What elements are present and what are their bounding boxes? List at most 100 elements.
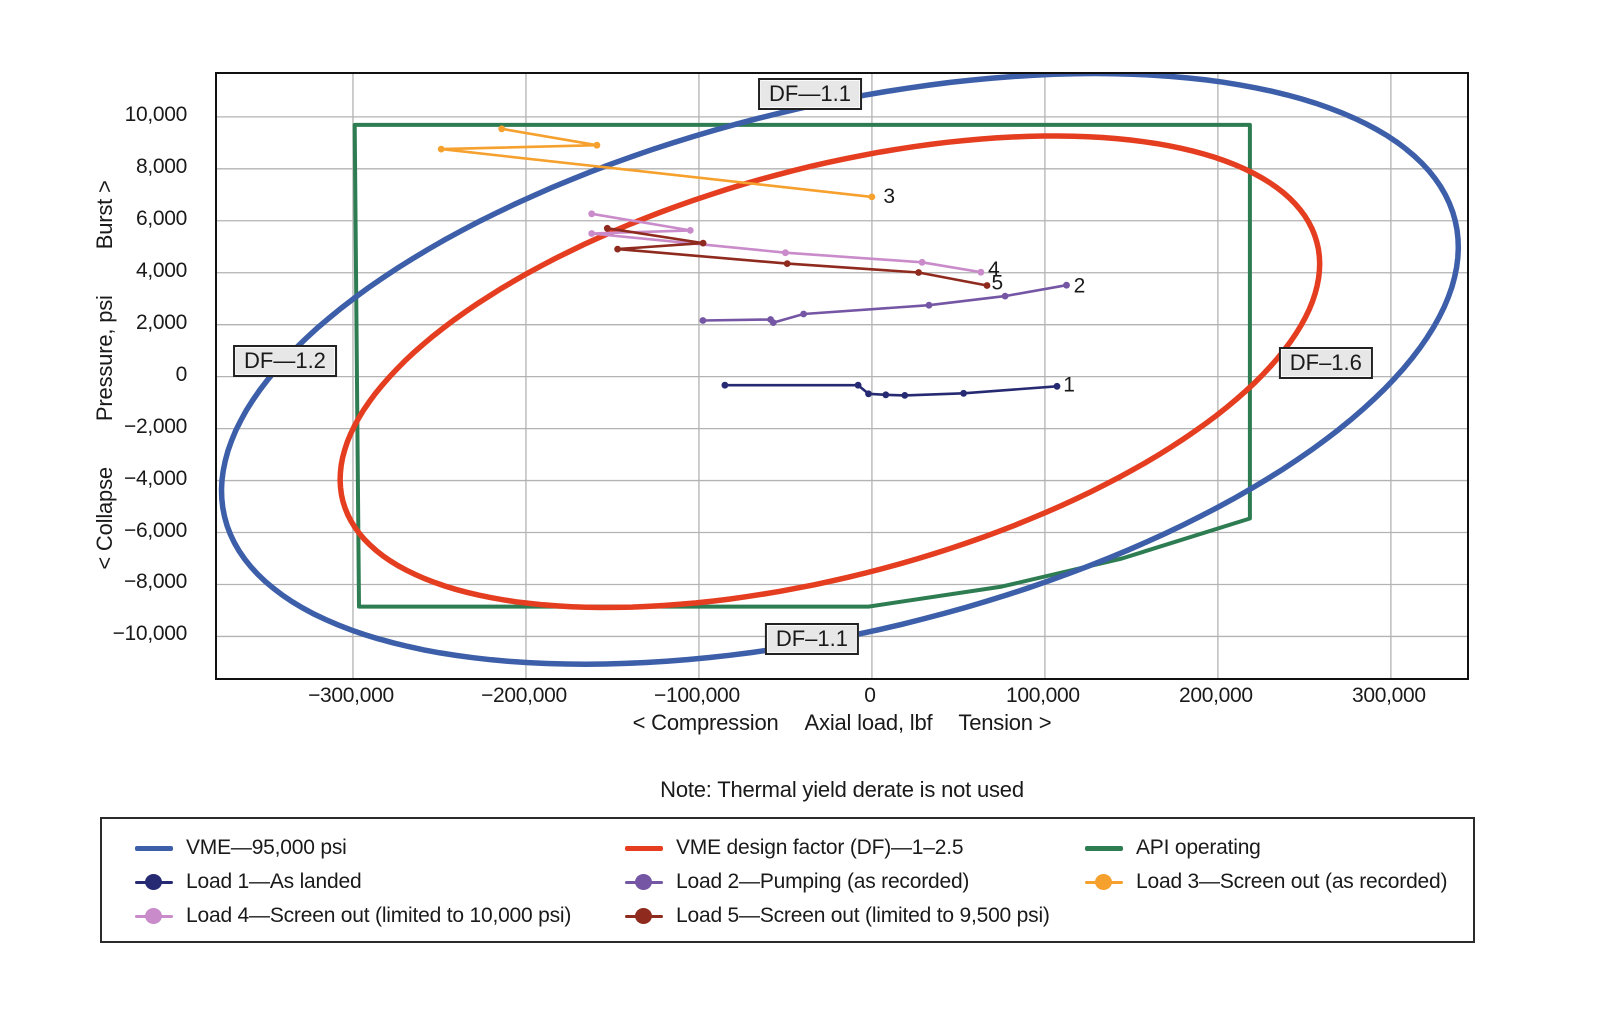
load-marker-2 — [925, 301, 933, 309]
load-marker-4 — [918, 258, 926, 266]
load-marker-5 — [699, 239, 707, 247]
x-title-tension: Tension > — [958, 710, 1052, 735]
load-marker-4 — [782, 249, 789, 257]
legend-label: Load 2—Pumping (as recorded) — [676, 870, 970, 893]
load-marker-2 — [1001, 292, 1009, 300]
load-line-3 — [439, 127, 873, 199]
load-marker-1 — [865, 390, 872, 398]
legend-marker-swatch-icon — [625, 907, 663, 925]
envelope-vme-ellipse — [218, 74, 1462, 667]
y-tick-label: 6,000 — [135, 206, 187, 230]
y-tick-label: −2,000 — [123, 414, 187, 438]
y-tick-label: −8,000 — [123, 570, 187, 594]
load-marker-5 — [783, 260, 791, 267]
y-title-pressure: Pressure, psi — [92, 295, 117, 422]
legend-marker-swatch-icon — [1085, 873, 1123, 891]
load-line-2 — [702, 283, 1067, 324]
x-title-compression: < Compression — [632, 710, 779, 735]
load-marker-3 — [437, 145, 445, 153]
y-axis-title: < Collapse Pressure, psi Burst > — [90, 65, 120, 685]
x-tick-label: 100,000 — [1006, 684, 1080, 707]
legend-label: Load 5—Screen out (limited to 9,500 psi) — [676, 904, 1050, 927]
load-marker-3 — [498, 125, 506, 133]
y-tick-label: −6,000 — [123, 518, 187, 542]
y-tick-label: −10,000 — [112, 622, 188, 646]
x-tick-label: 200,000 — [1178, 684, 1253, 707]
x-tick-label: −100,000 — [654, 684, 740, 707]
load-line-1 — [724, 383, 1058, 397]
y-title-collapse: < Collapse — [92, 467, 117, 570]
legend-item: Load 3—Screen out (as recorded) — [1085, 865, 1473, 899]
legend-item: Load 2—Pumping (as recorded) — [625, 865, 1085, 899]
load-marker-2 — [699, 317, 707, 324]
legend-label: Load 1—As landed — [186, 870, 362, 893]
df-annotation: DF–1.6 — [1278, 346, 1373, 379]
legend-marker-swatch-icon — [135, 907, 173, 925]
load-end-label-1: 1 — [1063, 373, 1075, 396]
y-tick-label: 2,000 — [135, 310, 187, 334]
legend-marker-swatch-icon — [135, 873, 173, 891]
df-annotation: DF–1.1 — [764, 622, 859, 655]
df-annotation: DF—1.2 — [233, 344, 337, 377]
load-marker-4 — [977, 268, 985, 276]
legend-item: VME—95,000 psi — [135, 831, 625, 865]
y-tick-label: 8,000 — [135, 154, 187, 178]
legend-line-swatch-icon — [1085, 839, 1123, 857]
load-end-label-4: 4 — [988, 258, 1000, 281]
load-marker-4 — [686, 227, 694, 234]
legend-label: VME—95,000 psi — [186, 836, 347, 859]
load-marker-1 — [960, 389, 967, 397]
load-marker-5 — [614, 245, 621, 253]
x-tick-label: 0 — [864, 684, 876, 707]
legend-label: Load 3—Screen out (as recorded) — [1136, 870, 1448, 893]
load-marker-3 — [868, 193, 876, 201]
legend-item: Load 5—Screen out (limited to 9,500 psi) — [625, 899, 1085, 933]
x-tick-label: −200,000 — [481, 684, 567, 707]
load-marker-1 — [721, 381, 729, 389]
legend-item: VME design factor (DF)—1–2.5 — [625, 831, 1085, 865]
x-tick-label: −300,000 — [308, 684, 394, 707]
legend-line-swatch-icon — [135, 839, 173, 857]
envelope-api-operating — [352, 122, 1252, 609]
note-text: Note: Thermal yield derate is not used — [660, 777, 1024, 802]
x-axis-title: < Compression Axial load, lbf Tension > — [215, 710, 1469, 736]
load-line-5 — [607, 227, 988, 287]
y-tick-label: −4,000 — [123, 466, 187, 490]
legend-item: Load 1—As landed — [135, 865, 625, 899]
load-marker-5 — [915, 269, 922, 276]
legend-item: API operating — [1085, 831, 1473, 865]
legend-line-swatch-icon — [625, 839, 663, 857]
y-axis-ticks: 10,000 8,000 6,000 4,000 2,000 0 −2,000 −4,000 −… — [0, 72, 201, 680]
load-marker-2 — [769, 319, 777, 326]
load-end-label-5: 5 — [991, 272, 1003, 295]
load-marker-5 — [983, 282, 991, 289]
load-marker-1 — [1053, 382, 1061, 390]
y-title-burst: Burst > — [92, 180, 117, 250]
load-marker-2 — [1063, 281, 1070, 289]
load-marker-4 — [588, 230, 596, 237]
load-marker-4 — [588, 210, 596, 218]
load-marker-3 — [593, 141, 601, 149]
load-marker-1 — [854, 381, 862, 389]
legend: VME—95,000 psi VME design factor (DF)—1–2… — [100, 817, 1475, 943]
envelope-vme-design-factor-ellipse — [337, 133, 1323, 611]
legend-label: Load 4—Screen out (limited to 10,000 psi… — [186, 904, 572, 927]
legend-label: VME design factor (DF)—1–2.5 — [676, 836, 964, 859]
load-marker-1 — [901, 392, 909, 399]
load-marker-1 — [882, 391, 890, 399]
load-end-label-3: 3 — [883, 185, 895, 208]
df-annotation: DF—1.1 — [758, 78, 862, 110]
load-marker-5 — [603, 224, 611, 232]
legend-item: Load 4—Screen out (limited to 10,000 psi… — [135, 899, 625, 933]
y-tick-label: 4,000 — [135, 258, 187, 282]
y-tick-label: 10,000 — [124, 102, 188, 126]
legend-marker-swatch-icon — [625, 873, 663, 891]
load-end-label-2: 2 — [1074, 275, 1086, 298]
x-axis-ticks: −300,000 −200,000 −100,000 0 100,000 200,000 3… — [215, 684, 1469, 714]
x-tick-label: 300,000 — [1351, 684, 1426, 707]
legend-label: API operating — [1136, 836, 1261, 859]
load-marker-2 — [800, 310, 807, 318]
x-title-axial-load: Axial load, lbf — [804, 710, 933, 735]
